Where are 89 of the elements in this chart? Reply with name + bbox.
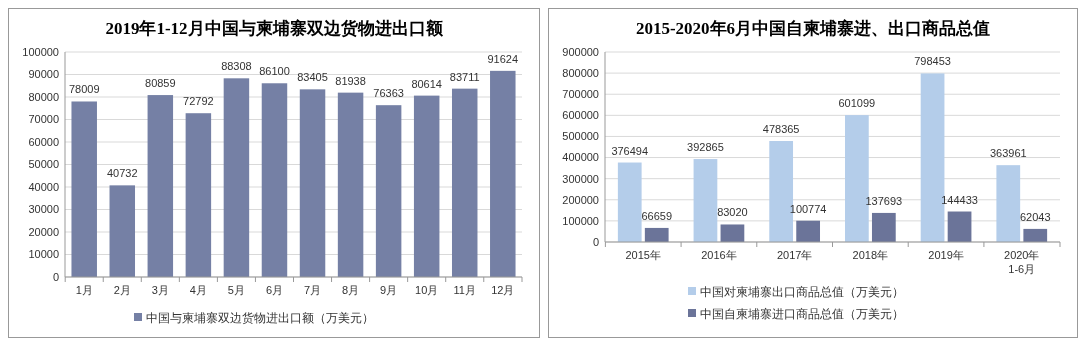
y-tick-label: 0 bbox=[592, 235, 599, 248]
data-label: 88308 bbox=[221, 60, 252, 73]
y-tick-label: 700000 bbox=[562, 88, 599, 101]
x-tick-label: 4月 bbox=[189, 284, 207, 296]
x-tick-label: 2月 bbox=[113, 284, 131, 296]
data-label: 478365 bbox=[762, 123, 800, 136]
y-tick-label: 100000 bbox=[562, 214, 599, 227]
data-label: 392865 bbox=[687, 141, 724, 154]
data-label: 86100 bbox=[259, 65, 290, 78]
bar bbox=[644, 227, 669, 242]
bar bbox=[337, 92, 364, 277]
bar bbox=[261, 83, 288, 277]
y-tick-label: 500000 bbox=[562, 130, 599, 143]
y-tick-label: 600000 bbox=[562, 109, 599, 122]
data-label: 80859 bbox=[145, 77, 176, 90]
y-tick-label: 50000 bbox=[28, 158, 59, 171]
chart-title: 2015-2020年6月中国自柬埔寨进、出口商品总值 bbox=[635, 19, 991, 38]
x-tick-label: 6月 bbox=[265, 284, 284, 296]
data-label: 80614 bbox=[411, 77, 442, 90]
chart-title: 2019年1-12月中国与柬埔寨双边货物进出口额 bbox=[105, 19, 444, 38]
x-tick-label: 9月 bbox=[380, 284, 398, 296]
bar bbox=[617, 162, 642, 242]
bar bbox=[451, 88, 478, 277]
data-label: 81938 bbox=[335, 74, 366, 87]
y-tick-label: 90000 bbox=[28, 68, 59, 81]
data-label: 76363 bbox=[373, 87, 404, 100]
bar bbox=[71, 101, 97, 277]
x-tick-label: 3月 bbox=[151, 284, 169, 296]
x-tick-label: 2018年 bbox=[852, 249, 889, 261]
data-label: 40732 bbox=[106, 167, 138, 180]
data-label: 100774 bbox=[789, 202, 827, 215]
data-label: 66659 bbox=[641, 209, 673, 222]
x-tick-label: 2015年 bbox=[625, 249, 661, 261]
bar bbox=[871, 212, 896, 242]
data-label: 72792 bbox=[183, 95, 214, 108]
data-label: 137693 bbox=[865, 194, 903, 207]
x-tick-label: 12月 bbox=[491, 284, 515, 296]
y-tick-label: 900000 bbox=[562, 45, 599, 58]
bar bbox=[185, 113, 212, 277]
bar bbox=[109, 185, 136, 277]
y-tick-label: 300000 bbox=[562, 172, 599, 185]
bar bbox=[413, 95, 440, 277]
x-tick-label: 7月 bbox=[303, 284, 322, 296]
x-tick-label: 11月 bbox=[453, 284, 476, 296]
data-label: 363961 bbox=[989, 147, 1027, 160]
y-tick-label: 30000 bbox=[28, 203, 59, 216]
y-tick-label: 80000 bbox=[28, 90, 59, 103]
y-tick-label: 0 bbox=[52, 270, 59, 283]
y-tick-label: 10000 bbox=[28, 248, 59, 261]
data-label: 144433 bbox=[941, 193, 978, 206]
data-label: 83711 bbox=[449, 70, 480, 83]
data-label: 91624 bbox=[487, 52, 519, 65]
bar bbox=[299, 89, 326, 277]
legend-label: 中国对柬埔寨出口商品总值（万美元） bbox=[700, 285, 904, 300]
bar bbox=[375, 105, 402, 277]
x-tick-label: 2019年 bbox=[928, 249, 964, 261]
y-tick-label: 800000 bbox=[562, 66, 599, 79]
x-tick-label: 2017年 bbox=[776, 249, 813, 261]
data-label: 83405 bbox=[297, 71, 328, 84]
y-tick-label: 100000 bbox=[22, 45, 59, 58]
bar bbox=[693, 159, 718, 242]
bar bbox=[720, 224, 745, 242]
data-label: 83020 bbox=[717, 206, 748, 219]
legend-label: 中国自柬埔寨进口商品总值（万美元） bbox=[700, 307, 904, 322]
y-tick-label: 60000 bbox=[28, 135, 59, 148]
x-tick-label: 2016年 bbox=[701, 249, 737, 261]
bar bbox=[947, 211, 972, 242]
y-tick-label: 40000 bbox=[28, 180, 59, 193]
data-label: 376494 bbox=[611, 144, 649, 157]
y-tick-label: 200000 bbox=[562, 193, 599, 206]
data-label: 798453 bbox=[914, 55, 951, 68]
x-tick-label: 10月 bbox=[415, 284, 439, 296]
bar bbox=[996, 165, 1021, 242]
bar bbox=[1023, 228, 1048, 242]
bar bbox=[490, 70, 516, 277]
data-label: 62043 bbox=[1019, 210, 1051, 223]
x-tick-label: 5月 bbox=[227, 284, 245, 296]
data-label: 78009 bbox=[68, 83, 100, 96]
bar bbox=[223, 78, 250, 277]
y-tick-label: 70000 bbox=[28, 113, 59, 126]
x-tick-label: 8月 bbox=[342, 284, 360, 296]
y-tick-label: 400000 bbox=[562, 151, 599, 164]
x-tick-label: 2020年 1-6月 bbox=[1004, 249, 1040, 275]
legend-label: 中国与柬埔寨双边货物进出口额（万美元） bbox=[146, 311, 374, 326]
data-label: 601099 bbox=[838, 97, 876, 110]
bar bbox=[147, 95, 174, 277]
x-tick-label: 1月 bbox=[75, 284, 93, 296]
bar bbox=[796, 220, 821, 242]
y-tick-label: 20000 bbox=[28, 225, 59, 238]
